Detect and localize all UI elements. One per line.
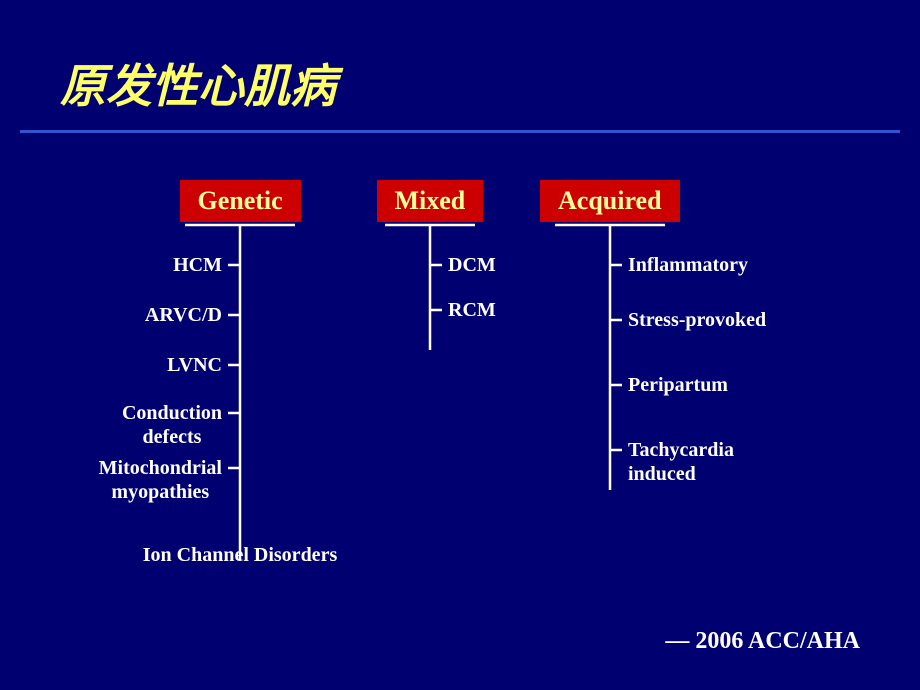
category-label: Genetic [198,186,283,215]
diagram-item: HCM [173,253,222,277]
diagram-item: Tachycardia induced [628,438,734,486]
category-label: Mixed [395,186,466,215]
diagram-item: Stress-provoked [628,308,766,332]
slide: 原发性心肌病 Genetic Mixed Acquired HCM ARVC/D L… [0,0,920,690]
diagram-item: ARVC/D [145,303,222,327]
category-label: Acquired [558,186,662,215]
diagram-item: RCM [448,298,496,322]
diagram-item: LVNC [167,353,222,377]
diagram-item: DCM [448,253,496,277]
slide-title: 原发性心肌病 [60,50,336,116]
diagram-item: Peripartum [628,373,728,397]
category-box-genetic: Genetic [180,180,301,222]
category-box-mixed: Mixed [377,180,484,222]
diagram-item: Mitochondrial myopathies [99,456,222,504]
diagram-item: Conduction defects [122,401,222,449]
category-box-acquired: Acquired [540,180,680,222]
diagram-item: Inflammatory [628,253,748,277]
diagram-item: Ion Channel Disorders [120,543,360,567]
footer-citation: — 2006 ACC/AHA [665,628,860,655]
title-underline [20,130,900,133]
